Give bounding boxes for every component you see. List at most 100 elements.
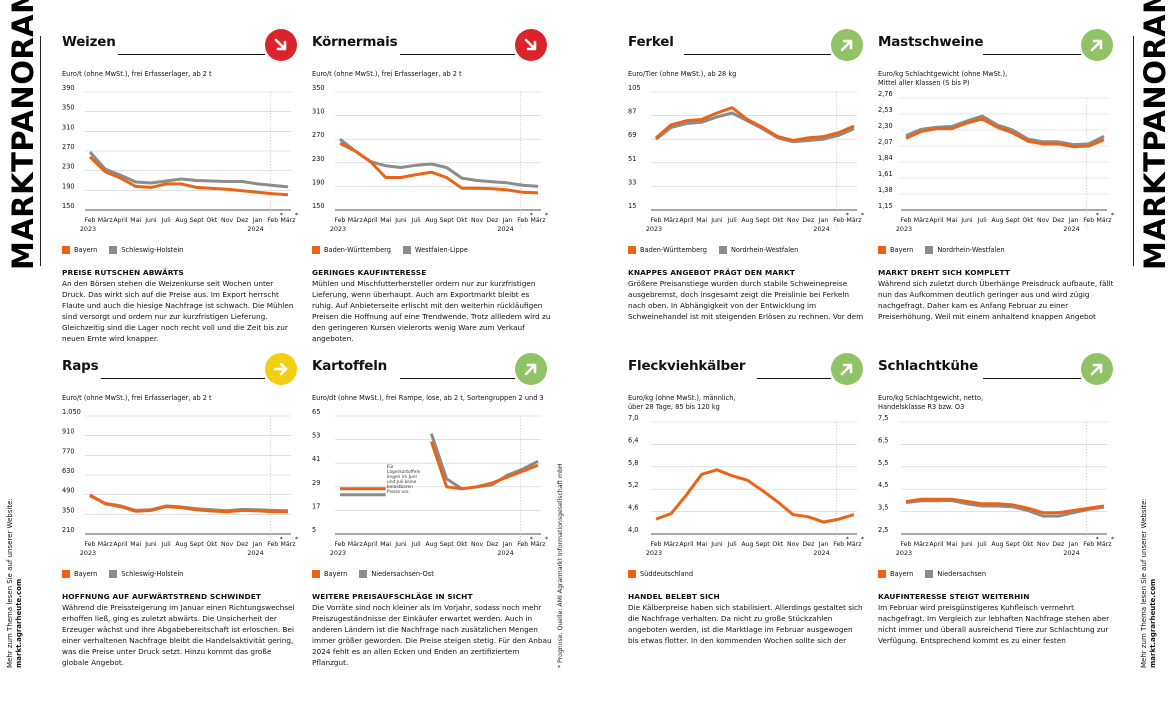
y-tick-label: 51	[628, 155, 636, 163]
forecast-mark: *	[530, 536, 533, 543]
title-rule	[118, 54, 265, 55]
x-tick-label: März	[98, 217, 113, 224]
y-tick-label: 150	[312, 202, 325, 210]
x-tick-label: Nov	[1037, 541, 1049, 548]
series-line-niedersachsen	[905, 498, 1105, 518]
x-tick-label: April	[113, 217, 127, 224]
x-tick-label: Jan	[818, 541, 829, 548]
x-tick-label: Aug	[175, 541, 187, 548]
legend-item: Bayern	[878, 246, 913, 254]
x-tick-label: Jan	[252, 217, 263, 224]
y-tick-label: 15	[628, 202, 636, 210]
chart-legend: Baden-Württemberg Westfalen-Lippe	[312, 246, 480, 254]
year-label: 2024	[247, 225, 263, 233]
year-label: 2023	[330, 225, 346, 233]
legend-item: Baden-Württemberg	[312, 246, 391, 254]
x-tick-label: Sept	[756, 217, 771, 224]
year-label: 2024	[1063, 225, 1079, 233]
y-tick-label: 630	[62, 467, 75, 475]
forecast-mark: *	[530, 212, 533, 219]
x-tick-label: Aug	[425, 541, 437, 548]
year-label: 2024	[497, 225, 513, 233]
panel-mastschweine: Mastschweine Euro/kg Schlachtgewicht (ohn…	[878, 29, 1114, 354]
x-tick-label: Dez	[486, 217, 498, 224]
panel-koernermais: Körnermais Euro/t (ohne MwSt.), frei Erfa…	[312, 29, 550, 354]
side-note-link[interactable]: markt.agrarheute.com	[15, 578, 23, 668]
unit-line: Euro/Tier (ohne MwSt.), ab 28 kg	[628, 70, 737, 78]
forecast-mark: *	[545, 536, 548, 543]
unit-label: Euro/t (ohne MwSt.), frei Erfasserlager,…	[312, 70, 462, 79]
forecast-mark: *	[861, 536, 864, 543]
x-tick-label: Feb	[651, 541, 662, 548]
x-tick-label: Juli	[161, 541, 171, 548]
year-label: 2023	[896, 549, 912, 557]
unit-label: Euro/t (ohne MwSt.), frei Erfasserlager,…	[62, 70, 212, 79]
trend-down-icon	[265, 29, 297, 61]
side-note-link[interactable]: markt.agrarheute.com	[1149, 578, 1157, 668]
x-tick-label: Okt	[1022, 217, 1033, 224]
y-tick-label: 7,5	[878, 414, 889, 422]
x-tick-label: Nov	[787, 541, 799, 548]
side-note-line1: Mehr zum Thema lesen Sie auf unserer Web…	[1140, 498, 1148, 668]
x-tick-label: Okt	[206, 541, 217, 548]
article-heading: KAUFINTERESSE STEIGT WEITERHIN	[878, 592, 1030, 601]
x-tick-label: Okt	[1022, 541, 1033, 548]
x-tick-label: Juni	[710, 541, 723, 548]
year-label: 2023	[896, 225, 912, 233]
y-tick-label: 87	[628, 108, 636, 116]
x-tick-label: Aug	[741, 217, 753, 224]
x-tick-label: Dez	[236, 217, 248, 224]
title-rule	[757, 378, 831, 379]
chart-legend: Süddeutschland	[628, 570, 705, 578]
legend-item: Süddeutschland	[628, 570, 693, 578]
unit-label: Euro/kg Schlachtgewicht, netto, Handelskl…	[878, 394, 983, 412]
y-tick-label: 69	[628, 131, 636, 139]
forecast-mark: *	[1096, 212, 1099, 219]
year-label: 2024	[813, 225, 829, 233]
x-tick-label: März	[531, 217, 546, 224]
panel-title: Schlachtkühe	[878, 358, 979, 374]
article-heading: MARKT DREHT SICH KOMPLETT	[878, 268, 1010, 277]
x-tick-label: April	[679, 541, 693, 548]
legend-item: Niedersachsen	[925, 570, 986, 578]
x-tick-label: April	[679, 217, 693, 224]
x-tick-label: Mai	[130, 541, 141, 548]
legend-item: Nordrhein-Westfalen	[925, 246, 1005, 254]
x-tick-label: April	[113, 541, 127, 548]
x-tick-label: Juni	[960, 217, 973, 224]
x-tick-label: Sept	[190, 541, 205, 548]
forecast-mark: *	[1111, 536, 1114, 543]
year-label: 2024	[1063, 549, 1079, 557]
trend-up-icon	[1081, 353, 1113, 385]
unit-label: Euro/Tier (ohne MwSt.), ab 28 kg	[628, 70, 736, 79]
y-tick-label: 210	[62, 526, 75, 534]
x-tick-label: März	[281, 217, 296, 224]
x-tick-label: Nov	[471, 541, 483, 548]
y-tick-label: 490	[62, 487, 75, 495]
series-line-bayern	[905, 497, 1105, 515]
legend-item: Westfalen-Lippe	[402, 246, 468, 254]
y-tick-label: 5	[312, 526, 316, 534]
panel-weizen: Weizen Euro/t (ohne MwSt.), frei Erfasser…	[62, 29, 298, 354]
x-tick-label: Sept	[1006, 541, 1021, 548]
y-tick-label: 1,38	[878, 186, 893, 194]
year-label: 2023	[80, 225, 96, 233]
chart-legend: Bayern Nordrhein-Westfalen	[878, 246, 1017, 254]
x-tick-label: Sept	[190, 217, 205, 224]
unit-label: Euro/dt (ohne MwSt.), frei Rampe, lose, …	[312, 394, 544, 403]
y-tick-label: 4,5	[878, 481, 889, 489]
legend-item: Bayern	[312, 570, 347, 578]
trend-up-icon	[831, 353, 863, 385]
x-tick-label: Okt	[772, 217, 783, 224]
legend-swatch	[628, 246, 636, 254]
x-tick-label: März	[847, 217, 862, 224]
y-tick-label: 190	[62, 182, 75, 190]
x-tick-label: Feb	[901, 217, 912, 224]
legend-label: Niedersachsen	[937, 570, 987, 578]
y-tick-label: 2,5	[878, 526, 889, 534]
x-tick-label: Mai	[696, 541, 707, 548]
unit-line: Mittel aller Klassen (S bis P)	[878, 79, 970, 87]
x-tick-label: Juli	[977, 541, 987, 548]
